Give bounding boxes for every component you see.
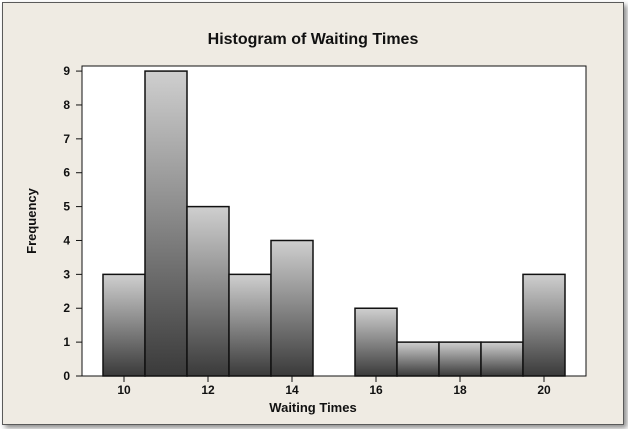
y-tick-label: 1 [63, 335, 70, 349]
bars-layer [102, 70, 566, 377]
histogram-bar-14 [270, 239, 314, 377]
y-tick-label: 4 [63, 233, 70, 247]
histogram-bar-17 [396, 341, 440, 377]
y-tick-label: 8 [63, 98, 70, 112]
y-tick-label: 0 [63, 369, 70, 383]
y-tick-label: 9 [63, 64, 70, 78]
y-tick-label: 6 [63, 166, 70, 180]
y-axis-ticks: 0 1 2 3 4 5 6 7 8 9 [63, 64, 82, 383]
y-axis-label: Frequency [24, 187, 39, 254]
x-tick-label: 14 [285, 383, 299, 397]
histogram-bar-13 [228, 273, 272, 377]
y-tick-label: 2 [63, 301, 70, 315]
histogram-bar-16 [354, 307, 398, 377]
histogram-bar-12 [186, 205, 230, 377]
y-tick-label: 7 [63, 132, 70, 146]
x-tick-label: 12 [201, 383, 215, 397]
histogram-bar-10 [102, 273, 146, 377]
y-tick-label: 5 [63, 200, 70, 214]
histogram-bar-19 [480, 341, 524, 377]
x-tick-label: 18 [453, 383, 467, 397]
histogram-bar-20 [522, 273, 566, 377]
y-tick-label: 3 [63, 267, 70, 281]
x-tick-label: 10 [117, 383, 131, 397]
histogram-bar-18 [438, 341, 482, 377]
x-tick-label: 20 [537, 383, 551, 397]
chart-title: Histogram of Waiting Times [208, 31, 419, 48]
histogram-bar-11 [144, 70, 188, 377]
x-axis-label: Waiting Times [269, 400, 356, 415]
x-tick-label: 16 [369, 383, 383, 397]
x-axis-ticks: 10 12 14 16 18 20 [117, 376, 551, 397]
